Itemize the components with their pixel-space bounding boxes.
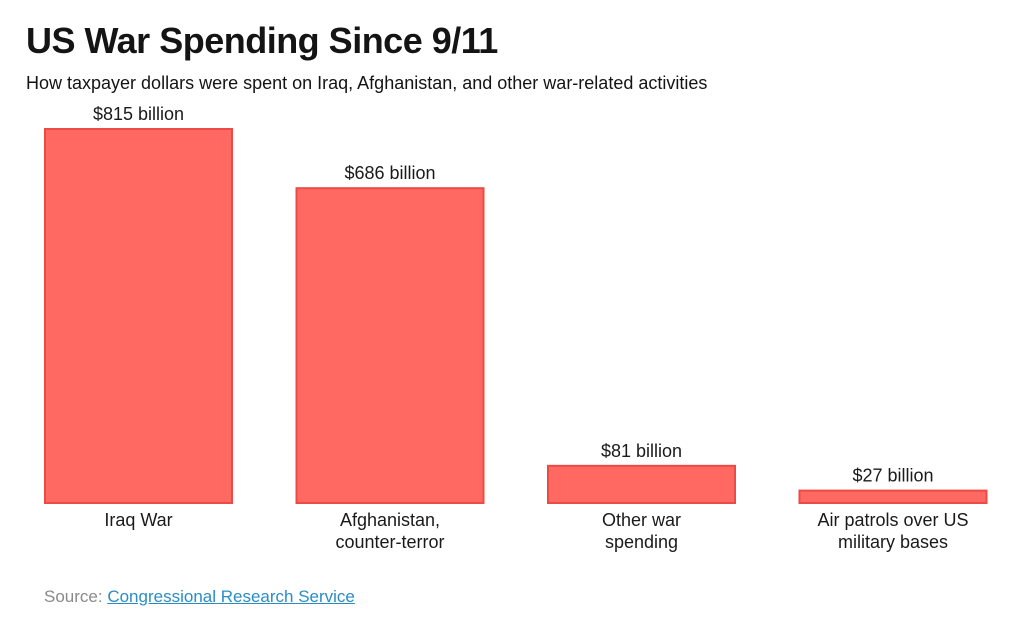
data-label-1: $815 billion (93, 104, 184, 124)
bar-1 (44, 128, 233, 504)
source-note: Source: Congressional Research Service (44, 587, 355, 607)
category-label-4: Air patrols over US military bases (817, 510, 968, 552)
source-label: Source: (44, 587, 103, 606)
data-label-2: $686 billion (344, 163, 435, 183)
category-label-2: Afghanistan, counter-terror (335, 510, 444, 552)
chart-title: US War Spending Since 9/11 (26, 20, 498, 61)
bar-3 (547, 464, 736, 504)
bar-chart: $815 billion Iraq War $686 billion Afghanis… (44, 104, 988, 552)
chart-subtitle: How taxpayer dollars were spent on Iraq,… (26, 73, 708, 93)
data-label-4: $27 billion (852, 466, 933, 486)
bar-2 (295, 187, 485, 504)
source-link[interactable]: Congressional Research Service (107, 587, 355, 606)
category-label-1: Iraq War (104, 510, 172, 530)
bar-4 (798, 489, 988, 504)
category-label-3: Other war spending (602, 510, 681, 552)
data-label-3: $81 billion (601, 441, 682, 461)
